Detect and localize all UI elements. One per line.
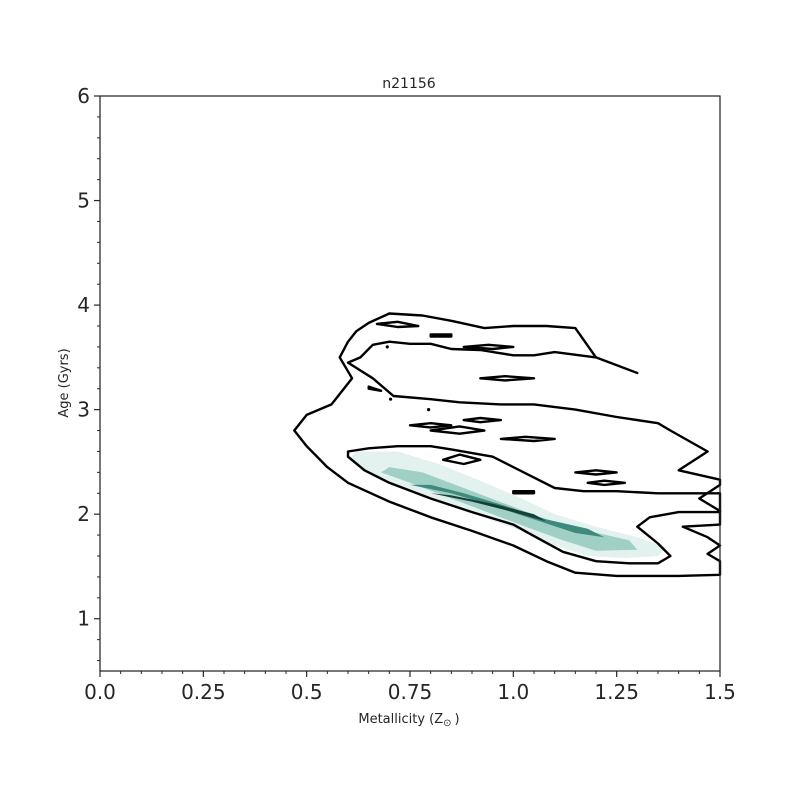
x-axis-label: Metallicity (Z⊙) bbox=[358, 712, 459, 729]
x-tick-label: 0.0 bbox=[84, 680, 116, 704]
contour-dot-layer bbox=[385, 345, 431, 412]
y-tick-label: 1 bbox=[77, 607, 90, 631]
x-tick-label: 1.0 bbox=[497, 680, 529, 704]
density-fill-layer bbox=[348, 451, 667, 559]
contour-dot-1 bbox=[385, 345, 389, 349]
chart-title: n21156 bbox=[382, 76, 436, 92]
contour-dot-3 bbox=[427, 408, 431, 412]
inner-contour bbox=[346, 445, 722, 565]
x-tick-label: 1.25 bbox=[594, 680, 639, 704]
x-tick-label: 0.25 bbox=[181, 680, 226, 704]
x-axis-label-close: ) bbox=[455, 712, 460, 727]
x-tick-label: 0.5 bbox=[291, 680, 323, 704]
contour-dot-2 bbox=[388, 397, 393, 401]
y-tick-label: 4 bbox=[77, 293, 90, 317]
island-13 bbox=[512, 490, 536, 495]
island-12 bbox=[586, 479, 627, 487]
x-axis-label-subscript: ⊙ bbox=[443, 718, 451, 729]
island-6 bbox=[408, 422, 453, 429]
island-1 bbox=[375, 320, 420, 329]
island-10 bbox=[441, 453, 482, 466]
island-4 bbox=[479, 375, 536, 382]
island-11 bbox=[574, 469, 618, 476]
contour-line-layer bbox=[293, 312, 722, 578]
y-axis-label: Age (Gyrs) bbox=[57, 348, 72, 417]
island-3 bbox=[462, 343, 515, 351]
island-2 bbox=[429, 333, 453, 338]
y-tick-label: 5 bbox=[77, 189, 90, 213]
island-5 bbox=[367, 385, 383, 392]
x-tick-label: 1.5 bbox=[704, 680, 736, 704]
island-8 bbox=[462, 416, 503, 424]
x-axis: 0.0 0.25 0.5 0.75 1.0 1.25 1.5 bbox=[84, 671, 736, 704]
y-axis: 1 2 3 4 5 6 bbox=[77, 84, 100, 662]
outer-contour bbox=[293, 312, 722, 578]
x-tick-label: 0.75 bbox=[388, 680, 433, 704]
y-tick-label: 3 bbox=[77, 398, 90, 422]
density-level-3 bbox=[410, 484, 605, 538]
island-7 bbox=[429, 425, 486, 435]
plot-frame bbox=[99, 95, 721, 672]
y-tick-label: 6 bbox=[77, 84, 90, 108]
y-tick-label: 2 bbox=[77, 502, 90, 526]
island-9 bbox=[499, 435, 556, 443]
